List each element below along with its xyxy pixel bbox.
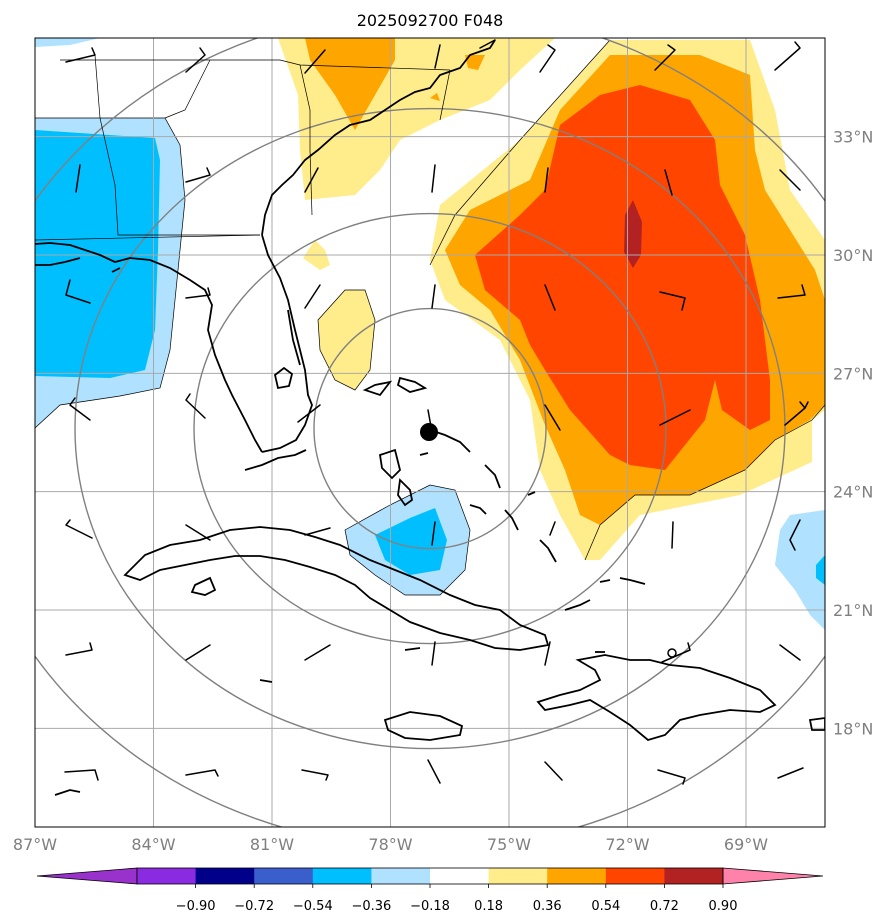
- colorbar-segment: [488, 868, 548, 884]
- wind-barbs: [64, 39, 809, 785]
- fill-neg-light-nw-corner: [35, 38, 100, 47]
- colorbar-segment: [371, 868, 431, 884]
- latitude-tick-label: 24°N: [833, 483, 873, 502]
- colorbar-segment: [664, 868, 724, 884]
- colorbar-segment: [137, 868, 197, 884]
- fill-pos-mid-north-3: [430, 93, 440, 101]
- fill-pos-max-east: [624, 200, 642, 268]
- colorbar-segment: [605, 868, 665, 884]
- range-ring: [74, 107, 786, 750]
- storm-center-marker: [420, 423, 438, 441]
- colorbar-tick-label: 0.54: [591, 899, 620, 914]
- state-borders: [35, 54, 451, 241]
- colorbar-tick-label: 0.72: [650, 899, 679, 914]
- map-area: [35, 38, 825, 827]
- colorbar-tick-label: −0.54: [293, 899, 333, 914]
- colorbar-tick-label: 0.18: [474, 899, 503, 914]
- longitude-tick-label: 87°W: [13, 835, 57, 854]
- fill-neg-light-east: [775, 510, 825, 630]
- longitude-tick-label: 72°W: [605, 835, 649, 854]
- latitude-tick-label: 27°N: [833, 364, 873, 383]
- longitude-tick-label: 78°W: [368, 835, 412, 854]
- colorbar-segment: [430, 868, 490, 884]
- latitude-tick-label: 18°N: [833, 719, 873, 738]
- colorbar-tick-label: −0.90: [176, 899, 216, 914]
- colorbar-extend-low: [36, 867, 138, 885]
- fill-neg-mid-south: [375, 508, 447, 575]
- coastlines: [35, 39, 825, 796]
- map-frame: [34, 37, 826, 828]
- figure-title: 2025092700 F048: [357, 11, 504, 30]
- secondary-center-marker: [667, 648, 677, 658]
- latitude-tick-label: 33°N: [833, 128, 873, 147]
- longitude-tick-label: 69°W: [724, 835, 768, 854]
- longitude-tick-label: 84°W: [131, 835, 175, 854]
- graticule: [35, 38, 825, 827]
- colorbar-segment: [547, 868, 607, 884]
- colorbar-extend-high: [722, 867, 824, 885]
- range-rings: [35, 38, 825, 827]
- range-ring: [193, 212, 667, 645]
- fill-pos-mid-north: [305, 38, 395, 130]
- colorbar-segment: [195, 868, 255, 884]
- colorbar-segment: [254, 868, 314, 884]
- colorbar: [36, 867, 824, 885]
- latitude-tick-label: 30°N: [833, 246, 873, 265]
- colorbar-tick-label: 0.90: [709, 899, 738, 914]
- colorbar-tick-label: −0.72: [234, 899, 274, 914]
- colorbar-tick-label: −0.36: [351, 899, 391, 914]
- latitude-tick-label: 21°N: [833, 601, 873, 620]
- latitude-labels: 18°N 21°N 24°N 27°N 30°N 33°N: [833, 128, 873, 739]
- longitude-labels: 87°W 84°W 81°W 78°W 75°W 72°W 69°W: [13, 835, 768, 854]
- colorbar-tick-label: 0.36: [533, 899, 562, 914]
- contour-lines: [35, 39, 825, 596]
- range-ring: [313, 307, 547, 550]
- fill-neg-mid-east: [816, 555, 825, 585]
- longitude-tick-label: 75°W: [487, 835, 531, 854]
- colorbar-labels: −0.90 −0.72 −0.54 −0.36 −0.18 0.18 0.36 0.54 0.7…: [176, 884, 738, 914]
- longitude-tick-label: 81°W: [250, 835, 294, 854]
- fill-pos-mid-north-2: [465, 55, 485, 70]
- colorbar-tick-label: −0.18: [410, 899, 450, 914]
- colorbar-segment: [312, 868, 372, 884]
